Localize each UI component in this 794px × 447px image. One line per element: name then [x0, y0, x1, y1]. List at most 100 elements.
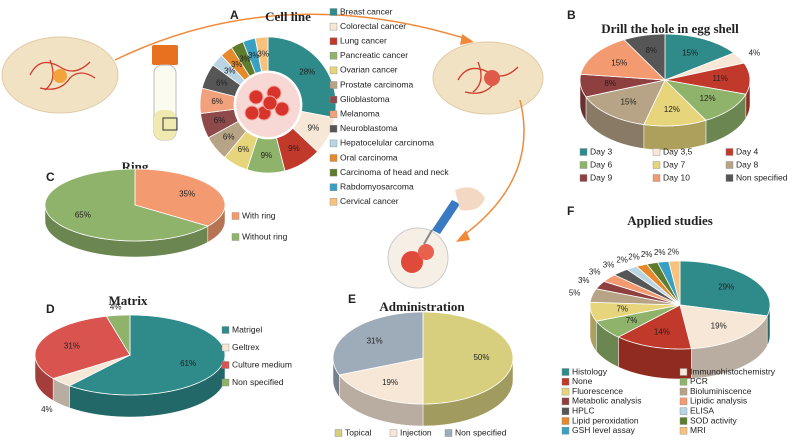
data-label: 28%: [299, 68, 315, 77]
pie-slice: [664, 33, 735, 81]
pie-slice: [134, 168, 226, 227]
data-label: 5%: [569, 289, 581, 298]
legend-label: Neuroblastoma: [340, 123, 398, 133]
legend-swatch: [652, 161, 661, 169]
legend-swatch: [579, 161, 588, 169]
data-label: 4%: [110, 302, 122, 311]
pie-slice: [617, 304, 692, 350]
pie-slice: [679, 260, 771, 317]
pie-slice: [585, 79, 666, 125]
legend-swatch: [561, 417, 570, 425]
legend-swatch: [679, 387, 688, 396]
data-label: 6%: [211, 97, 223, 106]
legend-label: Geltrex: [232, 342, 260, 352]
data-label: 15%: [611, 58, 627, 67]
data-label: 8%: [645, 46, 657, 55]
cell: [244, 105, 260, 121]
data-label: 9%: [288, 144, 300, 153]
data-label: 12%: [664, 105, 680, 114]
legend-label: Hepatocelular carcinoma: [340, 138, 434, 148]
data-label: 14%: [654, 327, 670, 336]
legend-label: Injection: [400, 427, 432, 437]
legend-swatch: [329, 95, 338, 104]
chart: A Cell line28%9%9%9%6%6%6%6%6%3%3%3%3%3%B…: [199, 6, 449, 206]
legend-label: Metabolic analysis: [572, 396, 641, 406]
legend-label: Day 9: [590, 172, 612, 182]
data-label: 29%: [718, 283, 734, 292]
data-label: 31%: [367, 336, 383, 345]
legend-swatch: [329, 198, 338, 206]
legend-label: Day 7: [663, 159, 685, 169]
legend-swatch: [329, 168, 338, 177]
legend-swatch: [329, 52, 338, 60]
pie-slice: [44, 168, 209, 242]
legend-swatch: [329, 183, 338, 191]
data-label: 31%: [64, 341, 80, 350]
data-label: 15%: [620, 98, 636, 107]
legend-swatch: [725, 161, 734, 169]
cells: [418, 244, 434, 260]
pie-slice: [579, 73, 666, 98]
data-label: 4%: [749, 49, 761, 58]
data-label: 9%: [261, 151, 273, 160]
data-label: 7%: [626, 316, 638, 325]
legend-label: Day 4: [736, 146, 758, 156]
legend-label: Fluorescence: [572, 386, 623, 396]
legend-swatch: [329, 154, 338, 162]
pie-slice: [668, 260, 681, 306]
legend-swatch: [579, 174, 588, 182]
panel-label: B: [567, 8, 576, 22]
vessels: [29, 59, 96, 91]
legend-label: GSH level assay: [572, 425, 636, 435]
pipette: [432, 200, 460, 234]
legend-label: With ring: [242, 210, 276, 220]
data-label: 2%: [628, 252, 640, 261]
arrow: [114, 13, 471, 61]
data-label: 6%: [216, 78, 228, 87]
legend-swatch: [725, 174, 734, 182]
pie-slice: [332, 311, 424, 376]
pie-slice: [338, 357, 424, 405]
legend-swatch: [221, 343, 230, 352]
legend-label: None: [572, 376, 593, 386]
tumor: [484, 70, 500, 86]
data-label: 65%: [75, 211, 91, 220]
legend-label: PCR: [690, 376, 708, 386]
chart-title: Drill the hole in egg shell: [601, 21, 739, 36]
legend-swatch: [679, 427, 688, 435]
pie-slice: [105, 314, 131, 357]
legend-swatch: [329, 37, 338, 45]
legend-label: Rabdomyosarcoma: [340, 181, 414, 191]
pie-slice: [643, 79, 707, 127]
legend-label: Day 8: [736, 159, 758, 169]
legend-label: MRI: [690, 425, 706, 435]
data-label: 6%: [238, 145, 250, 154]
chart-title: Matrix: [109, 293, 148, 308]
panel-label: C: [46, 170, 55, 184]
legend-label: ELISA: [690, 405, 714, 415]
legend-label: Glioblastoma: [340, 94, 390, 104]
legend-label: SOD activity: [690, 415, 738, 425]
zoom-box: [162, 117, 178, 131]
legend-swatch: [679, 368, 688, 376]
pipette-tip: [423, 229, 433, 245]
data-label: 6%: [214, 116, 226, 125]
chart-title: Administration: [379, 299, 465, 314]
data-label: 2%: [654, 248, 666, 257]
data-label: 2%: [641, 250, 653, 259]
legend-swatch: [329, 66, 338, 75]
legend-label: Day 6: [590, 159, 612, 169]
data-label: 3%: [224, 66, 236, 75]
legend-label: Non specified: [232, 377, 284, 387]
legend-swatch: [679, 397, 688, 406]
data-label: 12%: [700, 94, 716, 103]
legend-label: Non specified: [736, 172, 788, 182]
pie-slice: [34, 315, 131, 379]
data-label: 3%: [589, 268, 601, 277]
legend-swatch: [561, 407, 570, 415]
cell: [262, 95, 278, 111]
panel-label: D: [46, 302, 55, 316]
